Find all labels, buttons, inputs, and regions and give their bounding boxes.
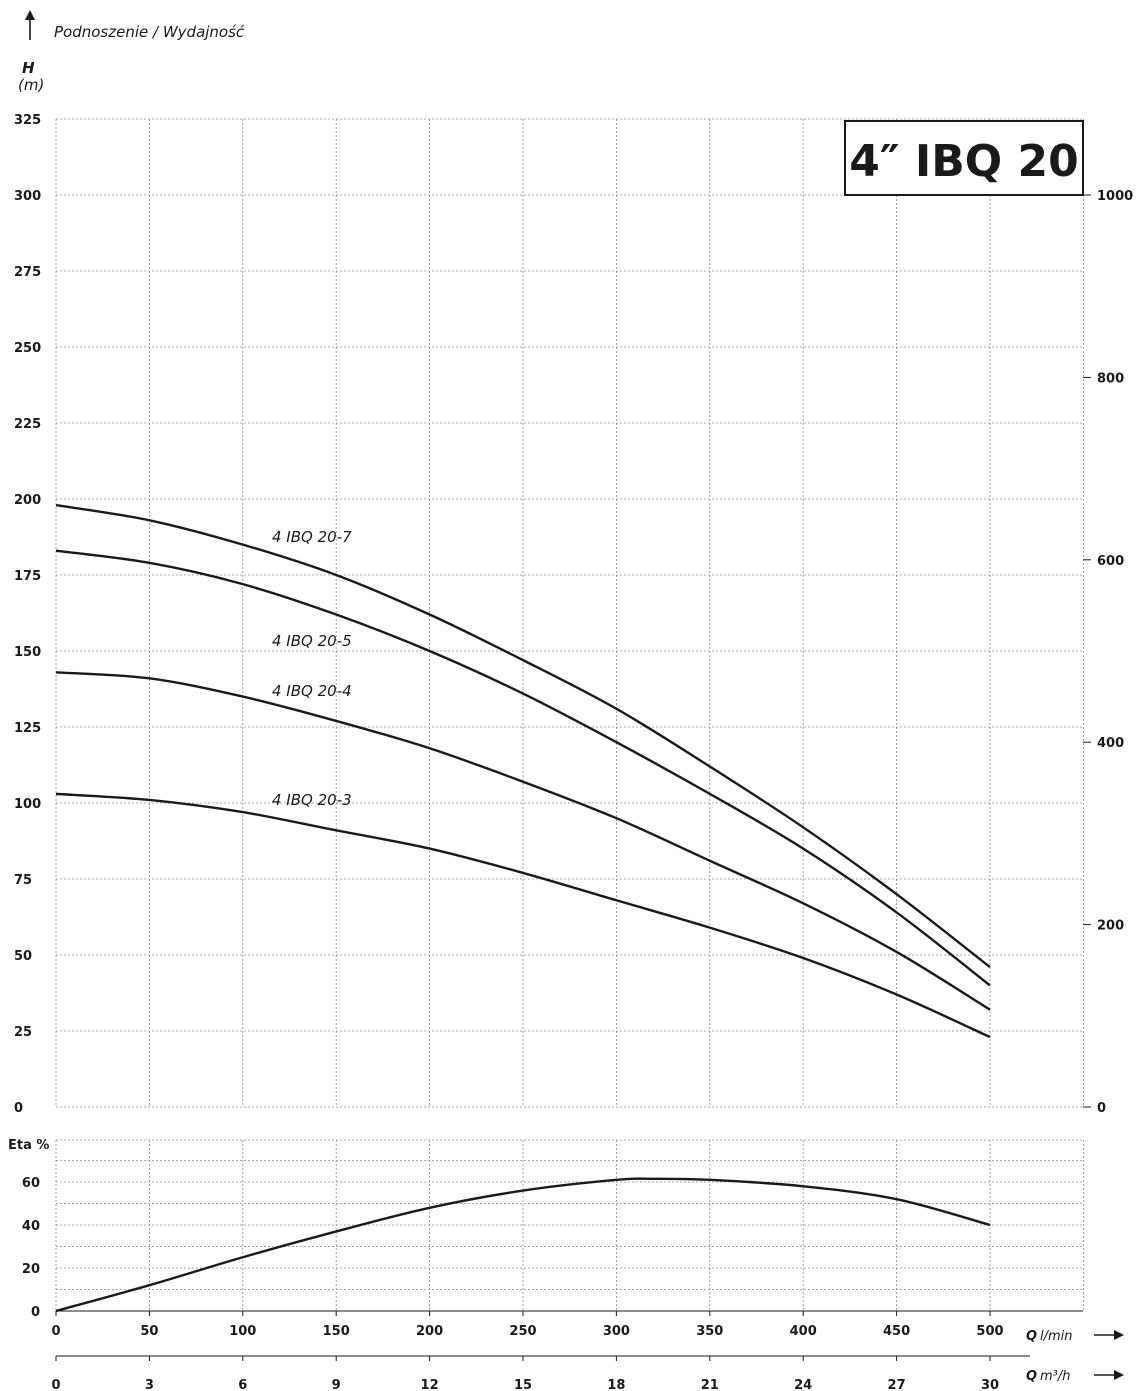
svg-text:Q: Q [1026, 1369, 1037, 1384]
h-tick-label: 300 [14, 189, 41, 204]
series-label: 4 IBQ 20-5 [272, 632, 352, 650]
x-tick-label: 450 [883, 1324, 910, 1339]
h-tick-label: 100 [14, 797, 41, 812]
series-label: 4 IBQ 20-4 [272, 682, 352, 700]
x2-tick-label: 15 [514, 1378, 532, 1391]
x2-tick-label: 3 [145, 1378, 154, 1391]
h-tick-label: 50 [14, 949, 32, 964]
eta-tick-label: 40 [22, 1219, 40, 1234]
x2-tick-label: 30 [981, 1378, 999, 1391]
h-tick-label: 150 [14, 645, 41, 660]
model-box: 4″ IBQ 20 [844, 120, 1084, 196]
right-tick-label: 600 [1097, 554, 1124, 569]
x-tick-label: 350 [696, 1324, 723, 1339]
x2-tick-label: 18 [607, 1378, 625, 1391]
svg-text:Q: Q [1026, 1329, 1037, 1344]
series-label: 4 IBQ 20-3 [272, 791, 352, 809]
x-tick-label: 0 [51, 1324, 60, 1339]
h-tick-label: 275 [14, 265, 41, 280]
h-axis-symbol: H [22, 59, 35, 77]
right-tick-label: 1000 [1097, 189, 1133, 204]
h-axis-unit: (m) [18, 76, 44, 94]
arrow-right-icon [1094, 1370, 1124, 1380]
x-tick-label: 500 [976, 1324, 1003, 1339]
arrow-up-icon [25, 10, 35, 40]
x2-tick-label: 6 [238, 1378, 247, 1391]
x2-tick-label: 21 [701, 1378, 719, 1391]
x-tick-label: 50 [140, 1324, 158, 1339]
right-tick-label: 800 [1097, 371, 1124, 386]
h-tick-label: 225 [14, 417, 41, 432]
arrow-right-icon [1094, 1330, 1124, 1340]
head-curve [55, 671, 991, 1011]
x-tick-label: 150 [323, 1324, 350, 1339]
right-tick-label: 200 [1097, 919, 1124, 934]
head-curve [55, 503, 991, 969]
x2-tick-label: 27 [888, 1378, 906, 1391]
x2-tick-label: 9 [332, 1378, 341, 1391]
x-tick-label: 100 [229, 1324, 256, 1339]
h-tick-label: 250 [14, 341, 41, 356]
head-curve [55, 792, 991, 1039]
x2-tick-label: 24 [794, 1378, 812, 1391]
h-tick-label: 325 [14, 113, 41, 128]
svg-text:m³/h: m³/h [1040, 1369, 1071, 1384]
h-tick-label: 125 [14, 721, 41, 736]
eta-tick-label: 0 [31, 1305, 40, 1320]
h-tick-label: 175 [14, 569, 41, 584]
head-curve [55, 549, 991, 987]
q-m3h-axis-label: Q m³/h [1026, 1369, 1124, 1384]
eta-tick-label: 60 [22, 1176, 40, 1191]
eta-tick-label: 20 [22, 1262, 40, 1277]
tick-labels: 0255075100125150175200225250275300325020… [14, 113, 1133, 1391]
h-tick-label: 0 [14, 1101, 23, 1116]
right-tick-label: 0 [1097, 1101, 1106, 1116]
x2-tick-label: 0 [51, 1378, 60, 1391]
right-tick-label: 400 [1097, 736, 1124, 751]
eta-curve [55, 1177, 991, 1313]
h-tick-label: 200 [14, 493, 41, 508]
h-tick-label: 25 [14, 1025, 32, 1040]
x-tick-label: 300 [603, 1324, 630, 1339]
eta-axis-label: Eta % [8, 1138, 49, 1153]
chart-title: Podnoszenie / Wydajność [54, 23, 245, 41]
h-tick-label: 75 [14, 873, 32, 888]
curves: 4 IBQ 20-7 4 IBQ 20-5 4 IBQ 20-4 4 IBQ 20-3 [55, 503, 991, 1313]
x-tick-label: 250 [509, 1324, 536, 1339]
x2-tick-label: 12 [421, 1378, 439, 1391]
svg-text:l/min: l/min [1040, 1329, 1073, 1344]
x-tick-label: 400 [790, 1324, 817, 1339]
head-grid [55, 118, 1084, 1108]
model-box-text: 4″ IBQ 20 [849, 136, 1078, 187]
x-tick-label: 200 [416, 1324, 443, 1339]
q-lmin-axis-label: Q l/min [1026, 1329, 1124, 1344]
series-label: 4 IBQ 20-7 [272, 528, 352, 546]
eta-grid [55, 1139, 1084, 1312]
header: Podnoszenie / Wydajność H (m) [18, 10, 245, 94]
